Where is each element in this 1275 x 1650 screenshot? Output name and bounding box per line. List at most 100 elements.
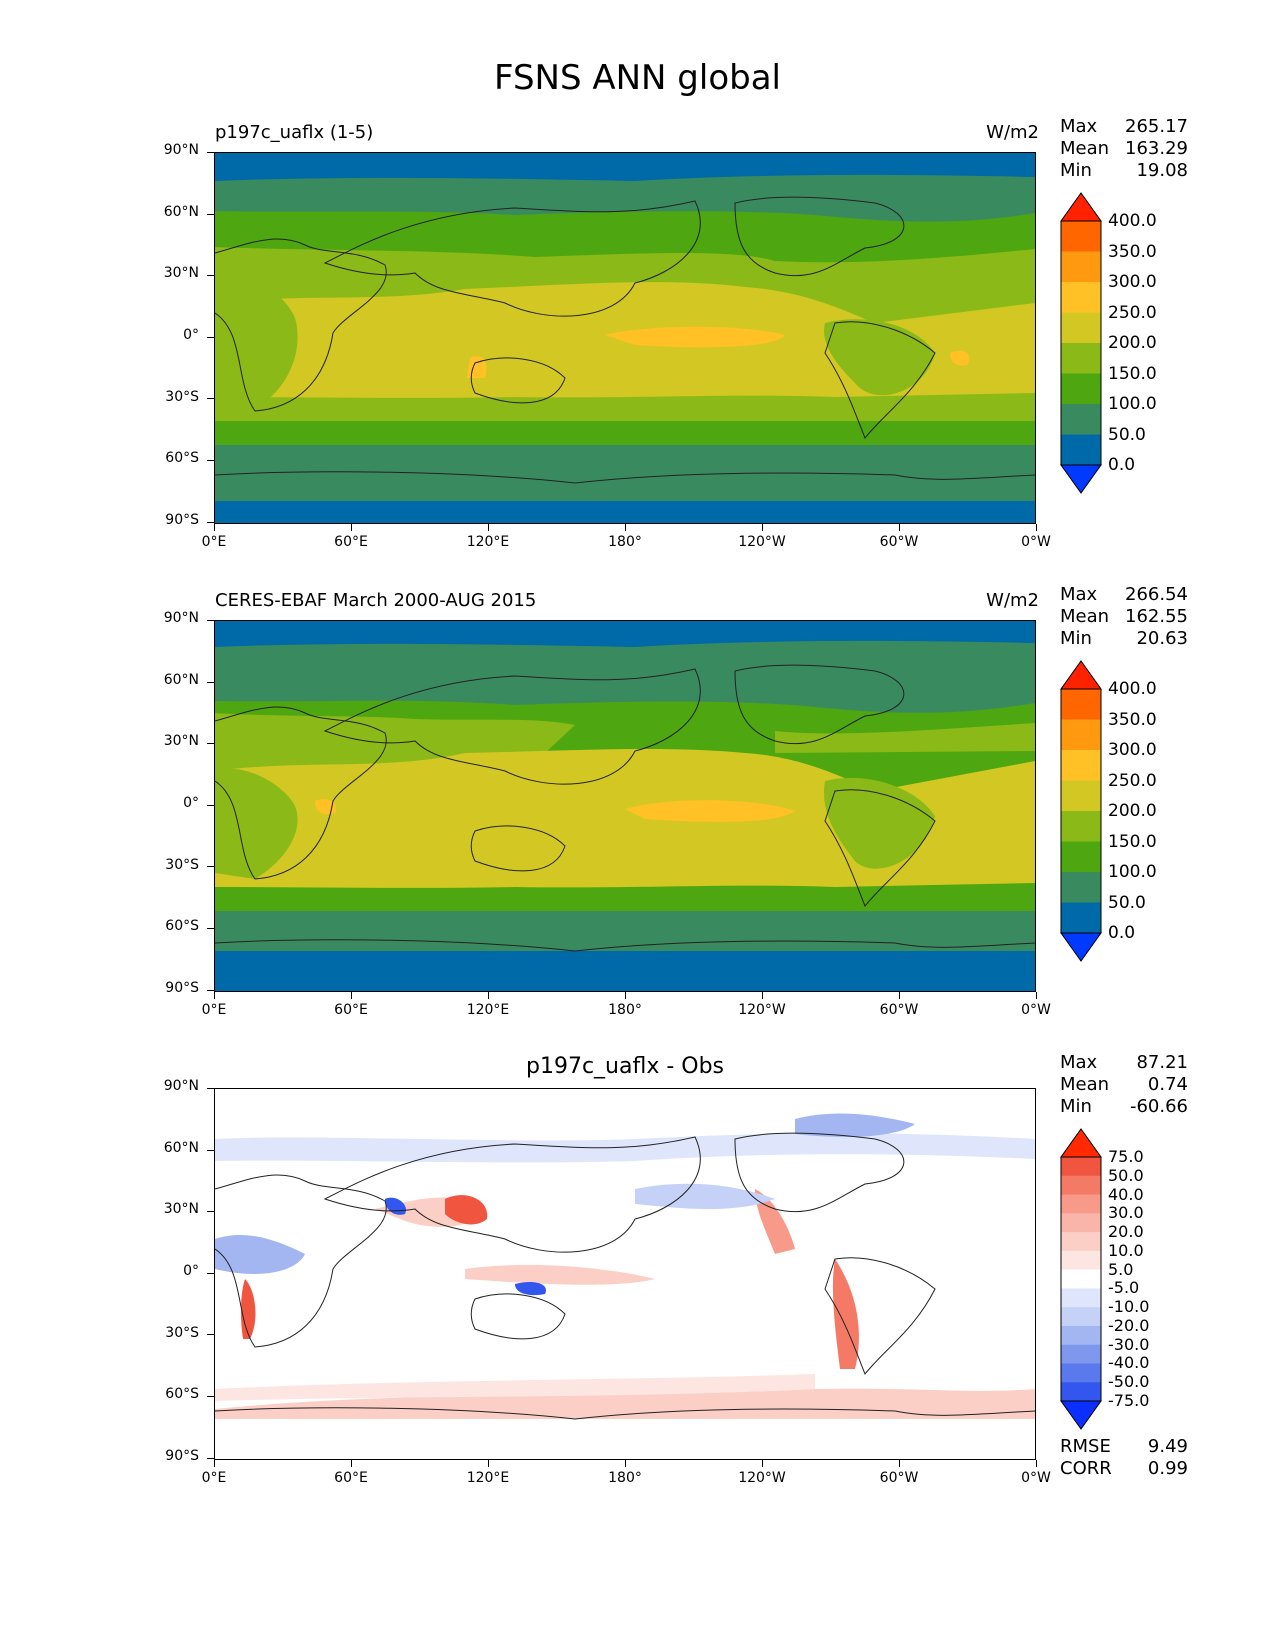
lon-tick-label: 60°W [879, 534, 919, 550]
stats-block: Max 266.54 Mean 162.55 Min 20.63 [1060, 584, 1188, 650]
stat-max: 87.21 [1136, 1052, 1188, 1073]
lat-tick-label: 60°S [165, 1386, 199, 1402]
lon-tick-label: 0°W [1021, 1470, 1051, 1486]
coastlines [215, 196, 1035, 484]
lat-tick-label: 30°S [165, 389, 199, 405]
lon-tick-label: 120°W [738, 1002, 786, 1018]
colorbar-label: 250.0 [1108, 770, 1157, 791]
lon-tick [351, 524, 352, 531]
lat-tick-label: 30°S [165, 857, 199, 873]
colorbar-label: 400.0 [1108, 679, 1157, 699]
colorbar-label: 50.0 [1108, 892, 1146, 913]
colorbar: 400.0 350.0 300.0 250.0 200.0 150.0 100.0 50.0 0… [1060, 192, 1190, 494]
colorbar-swatch [1061, 811, 1101, 842]
lon-tick-label: 0°W [1021, 1002, 1051, 1018]
lat-tick-label: 90°N [163, 142, 199, 158]
colorbar-swatch [1061, 1157, 1101, 1177]
lat-tick-label: 60°S [165, 450, 199, 466]
page-title: FSNS ANN global [494, 58, 781, 98]
colorbar-swatches [1060, 1128, 1102, 1430]
units-label: W/m2 [986, 590, 1039, 611]
lat-tick [207, 152, 214, 153]
lat-tick-label: 30°N [163, 733, 199, 749]
lat-tick-label: 0° [183, 327, 199, 343]
lon-tick-label: 120°E [466, 1002, 510, 1018]
lat-tick-label: 0° [183, 1263, 199, 1279]
lat-tick [207, 1211, 214, 1213]
colorbar-label: 350.0 [1108, 241, 1157, 262]
lat-tick [207, 460, 214, 461]
colorbar-swatch [1061, 251, 1101, 283]
lon-tick-label: 0°W [1021, 534, 1051, 550]
map-frame [214, 1088, 1036, 1460]
lon-tick [762, 1460, 763, 1467]
lat-tick-label: 0° [183, 795, 199, 811]
lon-tick-label: 0°E [201, 1002, 227, 1018]
colorbar-swatch [1061, 872, 1101, 903]
lon-tick [214, 524, 215, 531]
colorbar-swatch [1061, 1269, 1101, 1289]
colorbar-label: 75.0 [1108, 1147, 1144, 1166]
lon-tick [899, 992, 900, 999]
stat-mean: 0.74 [1147, 1074, 1188, 1095]
units-label: W/m2 [986, 122, 1039, 143]
colorbar: 75.0 50.0 40.0 30.0 20.0 10.0 5.0 -5.0 -10.0 -20.… [1060, 1128, 1190, 1430]
colorbar-label: 0.0 [1108, 455, 1136, 475]
colorbar-swatch [1061, 1175, 1101, 1196]
lat-tick [207, 1149, 214, 1151]
colorbar-label: -40.0 [1108, 1353, 1150, 1373]
colorbar-extend-min [1060, 1400, 1102, 1430]
lon-tick [625, 1460, 626, 1467]
colorbar-label: -30.0 [1108, 1334, 1150, 1354]
lat-tick [207, 620, 214, 621]
lon-tick-label: 120°E [466, 534, 510, 550]
colorbar-swatch [1061, 1288, 1101, 1308]
colorbar-swatch [1061, 689, 1101, 720]
stats-block: Max 265.17 Mean 163.29 Min 19.08 [1060, 116, 1188, 182]
colorbar-swatch [1061, 719, 1101, 751]
colorbar-label: 50.0 [1108, 424, 1146, 445]
colorbar-swatch [1061, 434, 1101, 466]
panel-title: p197c_uaflx - Obs [525, 1054, 725, 1079]
colorbar-swatch [1061, 404, 1101, 435]
stat-min-label: Min [1060, 1096, 1092, 1117]
colorbar-swatch [1061, 780, 1101, 812]
colorbar-label: 10.0 [1108, 1240, 1144, 1260]
panel-obs: CERES-EBAF March 2000-AUG 2015 W/m2 90°N… [0, 584, 1275, 1090]
colorbar-swatch [1061, 1250, 1101, 1271]
stat-min: -60.66 [1129, 1096, 1188, 1117]
colorbar-label: 300.0 [1108, 272, 1157, 292]
lon-tick [488, 1460, 489, 1467]
lon-tick-label: 180° [608, 1470, 642, 1486]
lon-tick-label: 60°E [334, 1002, 368, 1018]
colorbar-label: 200.0 [1108, 801, 1157, 821]
colorbar-swatch [1061, 343, 1101, 374]
stats-block: Max 87.21 Mean 0.74 Min -60.66 [1060, 1052, 1188, 1118]
stat-min: 20.63 [1136, 628, 1188, 649]
lon-tick [1036, 524, 1037, 531]
lat-tick-label: 60°N [163, 672, 199, 688]
colorbar-swatch [1061, 1232, 1101, 1252]
lon-tick [625, 992, 626, 999]
colorbar-label: 50.0 [1108, 1165, 1144, 1185]
lat-tick [207, 213, 214, 215]
colorbar-outline [1060, 220, 1102, 466]
lat-tick-label: 60°S [165, 918, 199, 934]
lon-tick-label: 120°W [738, 1470, 786, 1486]
colorbar-label: -5.0 [1108, 1278, 1140, 1298]
colorbar-extend-max [1060, 192, 1102, 222]
lat-tick [207, 275, 214, 277]
lon-tick [351, 992, 352, 999]
colorbar-label: 200.0 [1108, 333, 1157, 353]
colorbar-label: 30.0 [1108, 1203, 1144, 1223]
stat-min: 19.08 [1136, 160, 1188, 181]
lon-tick [625, 524, 626, 531]
lat-tick-label: 60°N [163, 1140, 199, 1156]
panel-title: p197c_uaflx (1-5) [215, 122, 374, 143]
colorbar-swatch [1061, 312, 1101, 344]
lon-tick [899, 1460, 900, 1467]
lat-tick [207, 866, 214, 868]
stat-max-label: Max [1060, 116, 1098, 137]
stat-mean-label: Mean [1060, 1074, 1110, 1095]
map-frame [214, 152, 1036, 524]
